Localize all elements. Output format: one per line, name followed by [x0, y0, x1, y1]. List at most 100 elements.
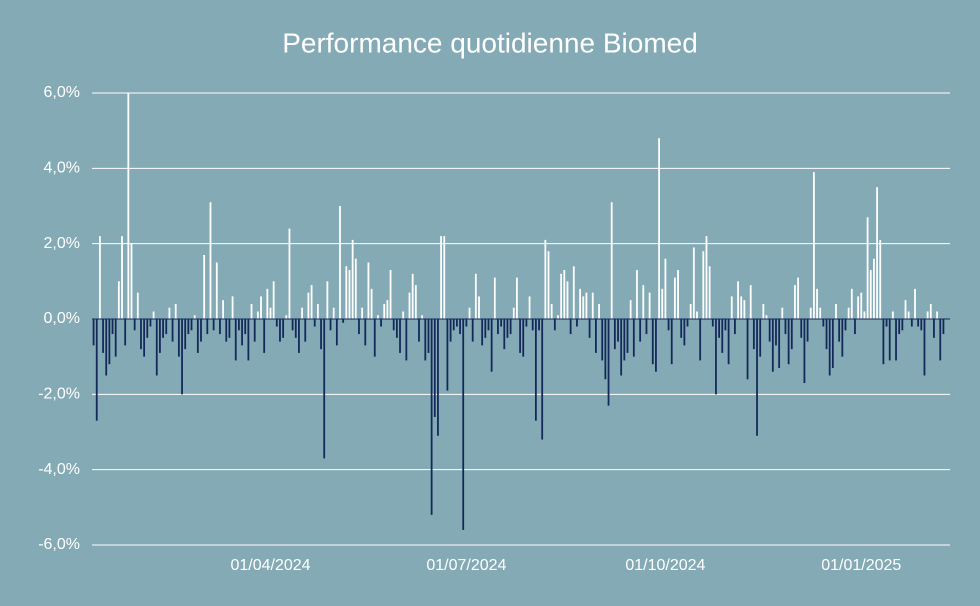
bar — [291, 319, 294, 331]
bar — [307, 292, 310, 319]
bar — [474, 273, 477, 319]
bar — [743, 300, 746, 319]
bar — [152, 311, 155, 319]
bar — [92, 319, 95, 346]
bar — [275, 319, 278, 327]
bar — [888, 319, 891, 361]
bar — [670, 319, 673, 365]
bar — [127, 93, 130, 319]
bar — [765, 315, 768, 319]
bar — [377, 315, 379, 319]
bar — [734, 319, 736, 335]
bar — [648, 292, 651, 319]
bar — [200, 319, 202, 342]
bar — [231, 296, 234, 319]
bar — [547, 251, 550, 319]
bar — [613, 319, 616, 350]
bar — [203, 254, 206, 319]
bar — [298, 319, 300, 353]
chart-title: Performance quotidienne Biomed — [282, 27, 698, 58]
bar — [329, 319, 332, 331]
bar — [418, 319, 420, 342]
bar — [715, 319, 717, 395]
bar — [702, 251, 705, 319]
bar — [184, 319, 187, 350]
bar — [313, 319, 316, 327]
bar — [876, 187, 878, 319]
bar — [809, 307, 812, 319]
bar — [386, 300, 389, 319]
bar — [380, 319, 382, 327]
bar — [335, 319, 338, 346]
bar — [914, 288, 916, 319]
bar — [209, 202, 212, 319]
bar — [155, 319, 158, 376]
bar — [361, 307, 364, 319]
bar — [411, 273, 414, 319]
bar — [358, 319, 360, 335]
bar — [860, 292, 863, 319]
bar — [752, 319, 755, 350]
bar — [452, 319, 455, 331]
bar — [812, 172, 815, 319]
x-tick-label: 01/07/2024 — [426, 557, 506, 574]
bar — [219, 319, 221, 335]
bar — [544, 239, 547, 319]
bar — [771, 319, 774, 372]
bar — [95, 319, 98, 421]
bar — [579, 288, 582, 319]
bar — [437, 319, 439, 436]
bar — [626, 319, 629, 353]
bar — [534, 319, 537, 421]
bar — [639, 319, 642, 342]
bar — [576, 319, 578, 327]
bar — [266, 288, 269, 319]
bar — [632, 319, 635, 357]
bar — [455, 319, 458, 327]
bar — [525, 319, 528, 327]
bar — [869, 270, 872, 319]
bar — [553, 319, 556, 331]
bar — [405, 319, 408, 361]
bar — [503, 319, 506, 350]
bar — [651, 319, 654, 365]
bar — [680, 319, 683, 338]
bar — [310, 285, 313, 319]
bar — [797, 277, 799, 319]
bar — [610, 202, 613, 319]
bar — [181, 319, 183, 395]
bar — [585, 292, 588, 319]
bar — [193, 315, 196, 319]
bar — [500, 319, 503, 327]
bar — [746, 319, 749, 380]
bar — [816, 288, 818, 319]
bar — [828, 319, 831, 376]
bar — [348, 270, 351, 319]
bar — [749, 285, 752, 319]
bar — [923, 319, 926, 376]
bar — [696, 311, 698, 319]
bar — [392, 319, 395, 331]
bar — [661, 288, 664, 319]
bar — [320, 319, 322, 350]
bar — [844, 319, 847, 331]
bar — [124, 319, 127, 346]
bar — [323, 319, 326, 459]
bar — [345, 266, 348, 319]
bar — [522, 319, 525, 357]
bar — [920, 319, 923, 331]
bar — [389, 270, 392, 319]
bar — [623, 319, 626, 361]
bar — [512, 307, 515, 319]
bar — [241, 319, 243, 346]
bar — [301, 307, 303, 319]
bar — [926, 311, 929, 319]
bar — [531, 319, 534, 331]
bar — [857, 296, 860, 319]
bar — [487, 319, 490, 331]
y-tick-label: 2,0% — [44, 235, 80, 252]
bar — [440, 236, 442, 319]
bar — [282, 319, 285, 338]
bar — [171, 319, 174, 342]
bar — [942, 319, 945, 335]
